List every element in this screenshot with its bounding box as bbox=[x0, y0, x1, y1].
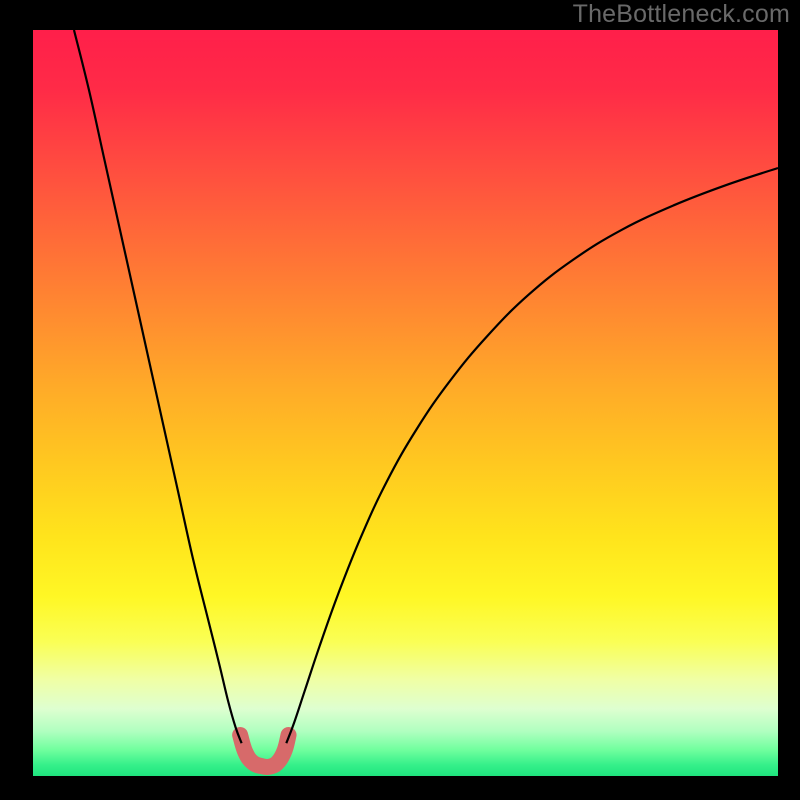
chart-outer-frame bbox=[0, 0, 800, 800]
chart-curves-svg bbox=[33, 30, 778, 776]
chart-plot-area bbox=[33, 30, 778, 776]
trough-marker bbox=[240, 735, 288, 767]
watermark-text: TheBottleneck.com bbox=[573, 0, 790, 29]
bottleneck-curve-left bbox=[74, 30, 242, 743]
bottleneck-curve-right bbox=[286, 168, 778, 743]
